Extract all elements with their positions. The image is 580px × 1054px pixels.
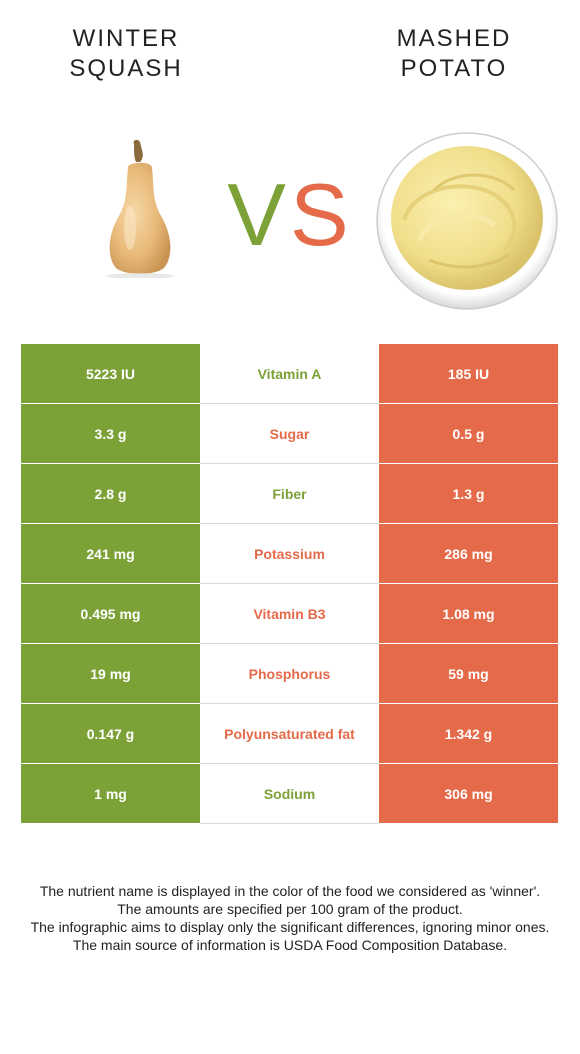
footer-line: The nutrient name is displayed in the co… (39, 883, 541, 899)
right-value: 286 mg (379, 524, 558, 584)
right-value: 306 mg (379, 764, 558, 824)
left-food-title: WINTER SQUASH (69, 25, 183, 82)
footer-line: The amounts are specified per 100 gram o… (117, 901, 463, 917)
footer-line: The main source of information is USDA F… (72, 937, 508, 953)
right-food-title: MASHED POTATO (396, 25, 512, 82)
table-row: 241 mg Potassium 286 mg (21, 524, 558, 584)
nutrient-name: Sugar (200, 404, 379, 464)
right-value: 1.3 g (379, 464, 558, 524)
nutrient-name: Polyunsaturated fat (200, 704, 379, 764)
mashed-potato-image (376, 132, 558, 310)
nutrient-name: Sodium (200, 764, 379, 824)
vs-letter-s: S (290, 165, 353, 264)
nutrient-name: Potassium (200, 524, 379, 584)
nutrient-name: Vitamin B3 (200, 584, 379, 644)
winter-squash-image (106, 139, 174, 278)
nutrient-name: Phosphorus (200, 644, 379, 704)
table-row: 0.495 mg Vitamin B3 1.08 mg (21, 584, 558, 644)
table-row: 3.3 g Sugar 0.5 g (21, 404, 558, 464)
table-row: 2.8 g Fiber 1.3 g (21, 464, 558, 524)
nutrient-name: Fiber (200, 464, 379, 524)
footer-notes: The nutrient name is displayed in the co… (20, 882, 560, 954)
right-value: 185 IU (379, 344, 558, 404)
table-row: 19 mg Phosphorus 59 mg (21, 644, 558, 704)
footer-line: The infographic aims to display only the… (30, 919, 550, 935)
table-row: 1 mg Sodium 306 mg (21, 764, 558, 824)
right-value: 59 mg (379, 644, 558, 704)
nutrient-comparison-table: 5223 IU Vitamin A 185 IU 3.3 g Sugar 0.5 g 2.8… (21, 344, 558, 824)
left-value: 19 mg (21, 644, 200, 704)
nutrient-name: Vitamin A (200, 344, 379, 404)
table-row: 0.147 g Polyunsaturated fat 1.342 g (21, 704, 558, 764)
left-value: 5223 IU (21, 344, 200, 404)
vs-label: VS (220, 170, 360, 260)
right-value: 1.08 mg (379, 584, 558, 644)
left-value: 0.495 mg (21, 584, 200, 644)
table-row: 5223 IU Vitamin A 185 IU (21, 344, 558, 404)
right-value: 1.342 g (379, 704, 558, 764)
left-value: 241 mg (21, 524, 200, 584)
vs-letter-v: V (227, 165, 290, 264)
left-value: 0.147 g (21, 704, 200, 764)
right-value: 0.5 g (379, 404, 558, 464)
left-value: 3.3 g (21, 404, 200, 464)
left-value: 2.8 g (21, 464, 200, 524)
left-value: 1 mg (21, 764, 200, 824)
